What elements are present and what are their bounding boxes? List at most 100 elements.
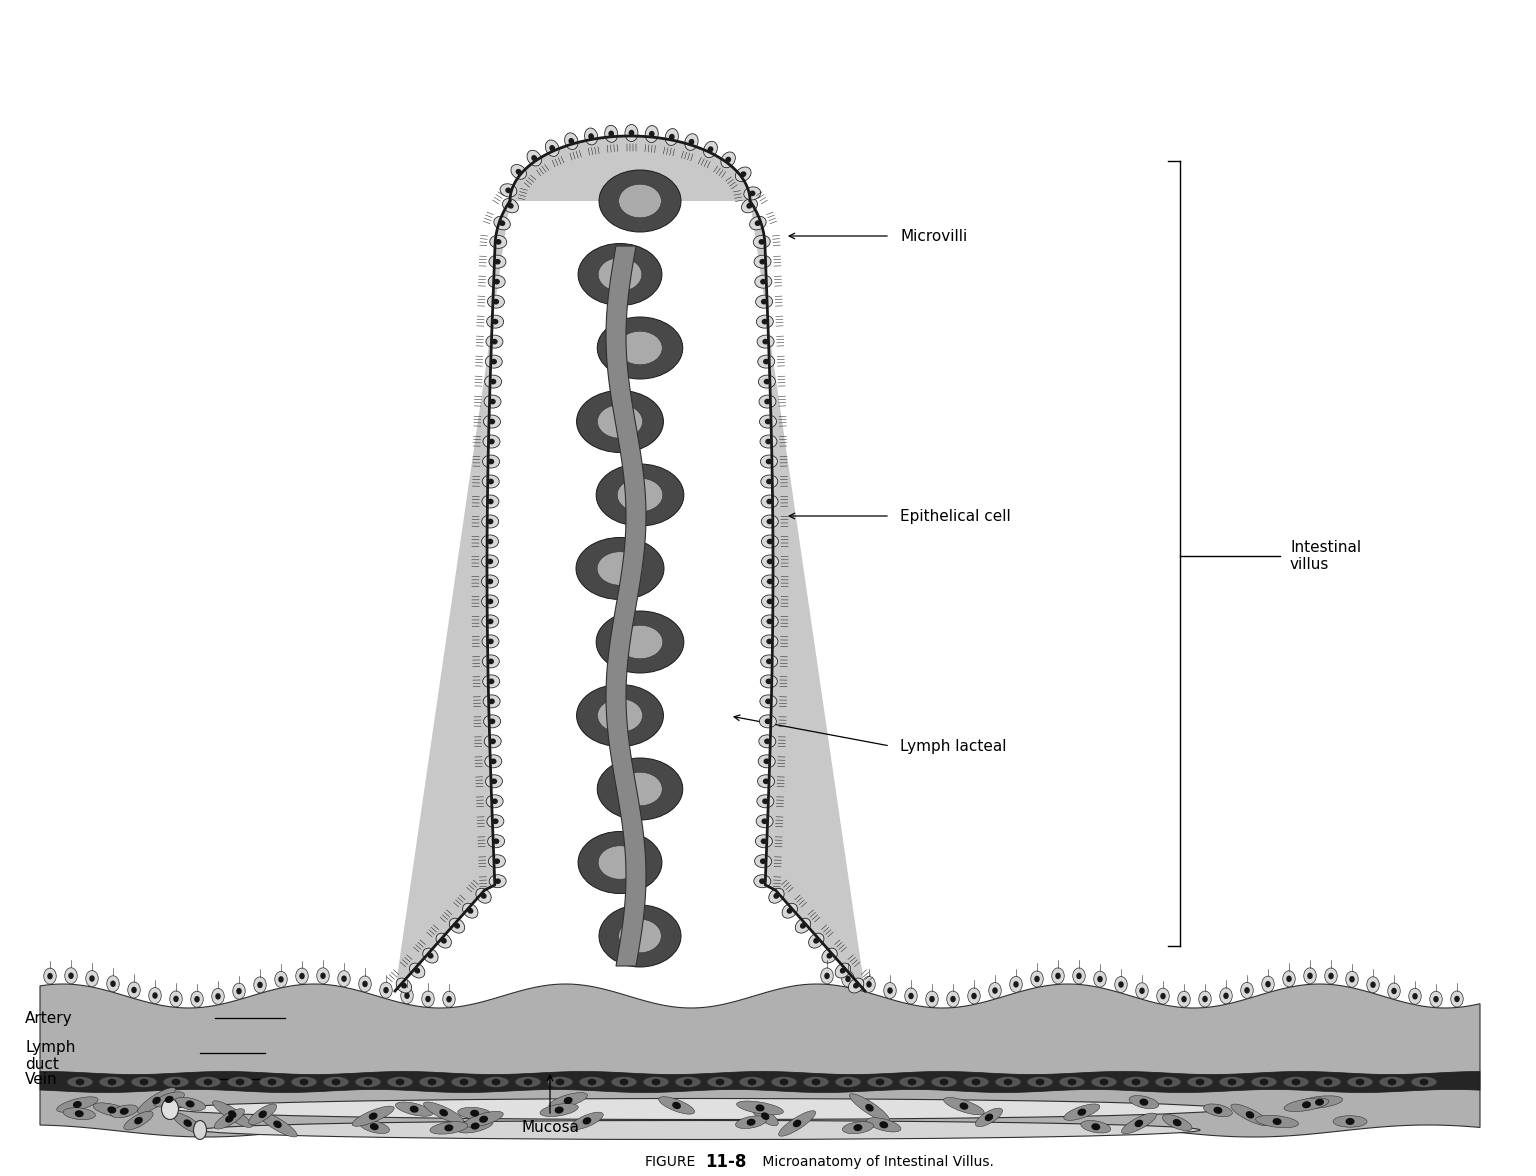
Ellipse shape: [94, 1103, 131, 1117]
Ellipse shape: [1064, 1104, 1100, 1121]
Ellipse shape: [492, 799, 498, 804]
Ellipse shape: [111, 1105, 138, 1117]
Ellipse shape: [485, 355, 502, 368]
Ellipse shape: [490, 739, 496, 744]
Ellipse shape: [585, 128, 598, 145]
Ellipse shape: [782, 903, 797, 918]
Ellipse shape: [507, 202, 513, 208]
Ellipse shape: [762, 575, 779, 588]
Ellipse shape: [226, 1115, 233, 1123]
Ellipse shape: [879, 1121, 888, 1129]
Ellipse shape: [596, 465, 684, 526]
Ellipse shape: [759, 415, 777, 428]
Ellipse shape: [754, 255, 771, 268]
Ellipse shape: [766, 559, 773, 564]
Ellipse shape: [1135, 983, 1149, 998]
Polygon shape: [40, 1071, 1481, 1093]
Ellipse shape: [1367, 977, 1379, 993]
Ellipse shape: [940, 1078, 949, 1085]
Ellipse shape: [908, 1078, 917, 1085]
Ellipse shape: [762, 595, 779, 608]
Ellipse shape: [576, 684, 664, 747]
Ellipse shape: [212, 988, 224, 1004]
Ellipse shape: [493, 838, 499, 844]
Ellipse shape: [1379, 1076, 1405, 1088]
Ellipse shape: [470, 1110, 479, 1117]
Ellipse shape: [439, 1109, 449, 1116]
Ellipse shape: [963, 1076, 989, 1088]
Ellipse shape: [1034, 976, 1040, 982]
Ellipse shape: [482, 655, 499, 668]
Ellipse shape: [822, 948, 837, 963]
Ellipse shape: [1250, 1076, 1276, 1088]
Ellipse shape: [495, 239, 501, 245]
Ellipse shape: [482, 515, 499, 528]
Ellipse shape: [487, 579, 493, 584]
Ellipse shape: [759, 755, 776, 768]
Ellipse shape: [766, 519, 773, 524]
Ellipse shape: [820, 968, 833, 984]
Ellipse shape: [447, 996, 452, 1002]
Ellipse shape: [1349, 976, 1355, 982]
Ellipse shape: [175, 1098, 1226, 1120]
Ellipse shape: [194, 1121, 206, 1140]
Ellipse shape: [487, 659, 495, 664]
Ellipse shape: [608, 131, 614, 138]
Ellipse shape: [659, 1097, 694, 1114]
Ellipse shape: [766, 499, 773, 505]
Ellipse shape: [531, 155, 538, 161]
Ellipse shape: [1100, 1078, 1109, 1085]
Ellipse shape: [493, 299, 499, 305]
Ellipse shape: [760, 655, 777, 668]
Ellipse shape: [576, 390, 664, 453]
Ellipse shape: [754, 220, 762, 226]
Ellipse shape: [487, 795, 504, 808]
Ellipse shape: [989, 983, 1001, 998]
Ellipse shape: [1450, 991, 1464, 1007]
Polygon shape: [395, 136, 865, 991]
Ellipse shape: [395, 1078, 404, 1085]
Ellipse shape: [946, 991, 960, 1007]
Ellipse shape: [492, 1078, 501, 1085]
Ellipse shape: [490, 235, 507, 248]
Ellipse shape: [487, 499, 493, 505]
Ellipse shape: [490, 359, 498, 365]
Ellipse shape: [152, 993, 158, 998]
Ellipse shape: [796, 918, 811, 933]
Ellipse shape: [971, 1078, 980, 1085]
Ellipse shape: [415, 968, 421, 974]
Ellipse shape: [195, 1076, 221, 1088]
Ellipse shape: [975, 1108, 1003, 1127]
Ellipse shape: [1121, 1114, 1157, 1134]
Ellipse shape: [651, 1078, 660, 1085]
Ellipse shape: [149, 988, 161, 1003]
Ellipse shape: [370, 1123, 379, 1130]
Ellipse shape: [227, 1076, 253, 1088]
Ellipse shape: [237, 988, 241, 995]
Ellipse shape: [762, 615, 779, 628]
Ellipse shape: [249, 1104, 276, 1124]
Ellipse shape: [410, 1105, 419, 1112]
Ellipse shape: [1346, 1118, 1355, 1125]
Ellipse shape: [765, 439, 771, 445]
Ellipse shape: [484, 695, 501, 708]
Ellipse shape: [848, 978, 863, 993]
Ellipse shape: [1296, 1096, 1342, 1109]
Ellipse shape: [840, 968, 846, 974]
Ellipse shape: [1031, 971, 1043, 987]
Ellipse shape: [488, 719, 496, 724]
Text: Microvilli: Microvilli: [900, 228, 968, 243]
Ellipse shape: [708, 146, 713, 153]
Ellipse shape: [766, 599, 773, 604]
Ellipse shape: [1241, 982, 1253, 998]
Ellipse shape: [803, 1076, 829, 1088]
Ellipse shape: [258, 1110, 267, 1118]
Ellipse shape: [762, 319, 768, 325]
Ellipse shape: [332, 1078, 341, 1085]
Ellipse shape: [995, 1076, 1021, 1088]
Ellipse shape: [481, 555, 499, 568]
Ellipse shape: [617, 626, 664, 659]
Ellipse shape: [770, 888, 785, 903]
Ellipse shape: [545, 140, 559, 156]
Ellipse shape: [215, 993, 221, 1000]
